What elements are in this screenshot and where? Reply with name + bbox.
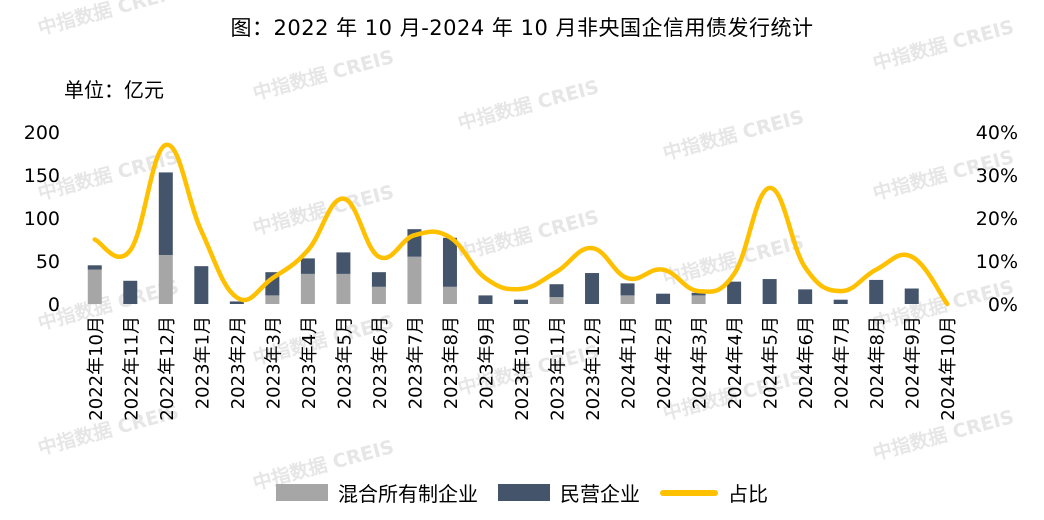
bar-mixed [620, 295, 635, 304]
right-axis-ticks: 0% 10% 20% 30% 40% [976, 122, 1018, 316]
bar-private [194, 266, 209, 304]
bar-mixed [300, 273, 315, 304]
x-axis-tick-label: 2023年5月 [334, 316, 355, 409]
right-axis-tick-label: 20% [976, 208, 1018, 230]
x-axis-tick-label: 2022年12月 [157, 316, 178, 421]
bar-mixed [336, 273, 351, 304]
bar-private [442, 237, 457, 287]
x-axis-tick-label: 2023年11月 [548, 316, 569, 421]
bar-private [869, 279, 884, 304]
bar-private [478, 295, 493, 304]
legend-label-mixed: 混合所有制企业 [338, 482, 478, 506]
x-axis-tick-label: 2023年3月 [263, 316, 284, 409]
x-axis-tick-label: 2024年9月 [903, 316, 924, 409]
legend-label-private: 民营企业 [560, 482, 640, 506]
x-axis-tick-label: 2024年4月 [725, 316, 746, 409]
x-axis-tick-label: 2023年10月 [512, 316, 533, 421]
x-axis-tick-label: 2024年8月 [867, 316, 888, 409]
unit-label: 单位：亿元 [64, 78, 164, 102]
x-axis-tick-label: 2022年11月 [121, 316, 142, 421]
x-axis-tick-label: 2023年8月 [441, 316, 462, 409]
x-axis-tick-label: 2024年5月 [761, 316, 782, 409]
bar-mixed [549, 297, 564, 304]
chart-title: 图：2022 年 10 月-2024 年 10 月非央国企信用债发行统计 [230, 16, 814, 40]
legend-item-private: 民营企业 [498, 478, 640, 507]
bars-layer [87, 172, 919, 304]
bar-private [656, 293, 671, 304]
bar-mixed [265, 295, 280, 304]
x-axis-tick-label: 2022年10月 [86, 316, 107, 421]
bar-private [798, 289, 813, 304]
bar-private [514, 299, 528, 304]
right-axis-tick-label: 0% [988, 294, 1018, 316]
legend-swatch-private [498, 484, 550, 501]
bar-mixed [158, 254, 173, 304]
ratio-line [92, 142, 950, 307]
bar-mixed [691, 295, 706, 304]
x-axis-tick-label: 2024年10月 [938, 316, 959, 421]
watermark-text: 中指数据 CREIS [35, 0, 181, 40]
bar-private [727, 281, 742, 304]
watermark-text: 中指数据 CREIS [455, 205, 601, 265]
bar-private [691, 292, 706, 296]
bar-private [158, 172, 173, 255]
x-axis-tick-label: 2024年1月 [619, 316, 640, 409]
x-axis-tick-label: 2023年9月 [476, 316, 497, 409]
bar-private [762, 279, 777, 304]
legend-item-ratio: 占比 [660, 478, 768, 507]
left-axis-tick-label: 50 [36, 251, 60, 273]
x-axis-ticks: 2022年10月 2022年11月 2022年12月 2023年1月 2023年2月 20… [86, 316, 959, 421]
bar-private [229, 301, 244, 304]
right-axis-tick-label: 10% [976, 251, 1018, 273]
bar-mixed [87, 269, 102, 304]
bar-mixed [407, 256, 422, 304]
left-axis-tick-label: 100 [24, 208, 60, 230]
x-axis-tick-label: 2023年4月 [299, 316, 320, 409]
legend-label-ratio: 占比 [728, 482, 768, 506]
bar-private [549, 284, 564, 298]
bar-private [904, 288, 919, 304]
bar-private [300, 258, 315, 274]
right-axis-tick-label: 30% [976, 165, 1018, 187]
legend-swatch-mixed [276, 484, 328, 501]
left-axis-tick-label: 150 [24, 165, 60, 187]
x-axis-tick-label: 2023年1月 [192, 316, 213, 409]
watermark-text: 中指数据 CREIS [250, 180, 396, 240]
right-axis-tick-label: 40% [976, 122, 1018, 144]
watermark-text: 中指数据 CREIS [250, 45, 396, 105]
bar-private [336, 252, 351, 274]
left-axis-tick-label: 0 [48, 294, 60, 316]
bar-mixed [371, 286, 386, 304]
x-axis-tick-label: 2023年6月 [370, 316, 391, 409]
x-axis-tick-label: 2024年2月 [654, 316, 675, 409]
legend-item-mixed: 混合所有制企业 [276, 478, 478, 507]
ratio-line-layer [92, 142, 950, 307]
x-axis-tick-label: 2023年7月 [405, 316, 426, 409]
bar-private [585, 273, 600, 304]
x-axis-tick-label: 2023年2月 [228, 316, 249, 409]
left-axis-ticks: 0 50 100 150 200 [24, 122, 60, 316]
bar-private [87, 265, 102, 270]
bar-private [371, 272, 386, 287]
x-axis-tick-label: 2024年6月 [796, 316, 817, 409]
x-axis-tick-label: 2024年3月 [690, 316, 711, 409]
bar-private [123, 280, 138, 304]
x-axis-tick-label: 2024年7月 [832, 316, 853, 409]
watermark-text: 中指数据 CREIS [870, 15, 1016, 75]
bar-mixed [442, 286, 457, 304]
legend-swatch-ratio [660, 489, 718, 496]
watermark-text: 中指数据 CREIS [660, 105, 806, 165]
x-axis-tick-label: 2023年12月 [583, 316, 604, 421]
bar-private [620, 283, 635, 296]
legend: 混合所有制企业 民营企业 占比 [0, 478, 1044, 507]
watermark-text: 中指数据 CREIS [455, 75, 601, 135]
bar-private [833, 299, 848, 304]
left-axis-tick-label: 200 [24, 122, 60, 144]
